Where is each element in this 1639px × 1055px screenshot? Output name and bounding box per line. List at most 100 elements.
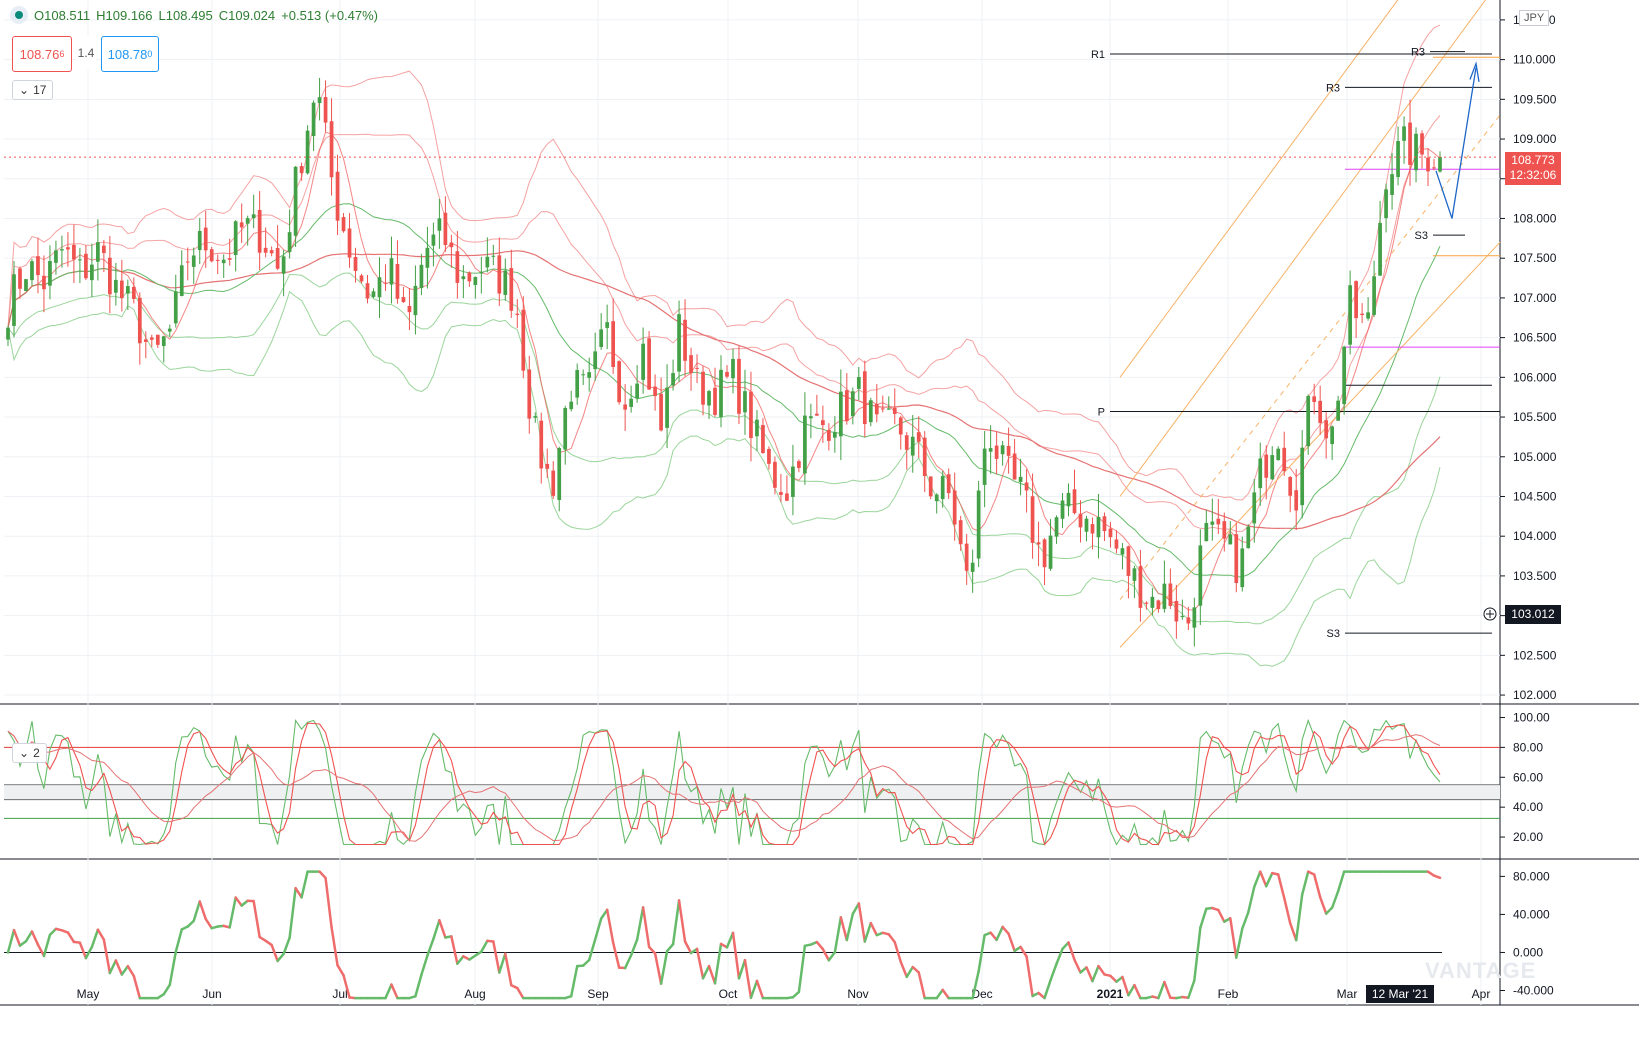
candle-body: [982, 448, 987, 485]
candle-body: [551, 470, 556, 496]
price-tick-label: 102.000: [1513, 688, 1557, 702]
candle-body: [1048, 535, 1053, 569]
pivot-level-label: S3: [1327, 628, 1340, 640]
momentum-segment: [1007, 932, 1016, 953]
stochastic-tick-label: 40.00: [1513, 800, 1543, 814]
candle-body: [737, 358, 741, 414]
candle-body: [1030, 496, 1035, 543]
stochastic-middle-band: [4, 784, 1500, 800]
momentum-segment: [941, 988, 950, 1000]
candle-body: [629, 398, 633, 407]
momentum-segment: [743, 958, 753, 1000]
candle-body: [809, 416, 813, 419]
momentum-segment: [611, 941, 621, 969]
candle-body: [185, 261, 190, 263]
candle-body: [389, 258, 394, 285]
time-tick-label: Oct: [719, 987, 738, 1001]
momentum-segment: [887, 933, 897, 944]
price-tick-label: 105.000: [1513, 450, 1557, 464]
candle-body: [623, 404, 627, 410]
candle-body: [665, 387, 669, 428]
candle-body: [815, 413, 819, 416]
momentum-segment: [24, 930, 34, 943]
candle-body: [455, 251, 460, 283]
candle-body: [856, 377, 861, 389]
candle-body: [1402, 126, 1406, 141]
candle-body: [1000, 445, 1005, 455]
candle-body: [461, 276, 466, 280]
candle-body: [335, 171, 340, 221]
high-value: H109.166: [96, 7, 153, 23]
candle-body: [755, 419, 759, 437]
candle-body: [1078, 513, 1083, 528]
time-tick-label: Aug: [464, 987, 485, 1001]
momentum-segment: [276, 952, 285, 963]
candle-body: [167, 328, 172, 332]
momentum-segment: [390, 983, 399, 1000]
price-tick-label: 106.500: [1513, 331, 1557, 345]
candle-body: [371, 291, 376, 297]
time-tick-label: May: [77, 987, 100, 1001]
indicators-collapse-button[interactable]: ⌄ 17: [12, 80, 54, 100]
candle-body: [1348, 285, 1352, 345]
candle-body: [108, 257, 112, 295]
time-tick-label: Feb: [1218, 987, 1239, 1001]
candle-body: [1012, 453, 1017, 480]
currency-label[interactable]: JPY: [1519, 10, 1550, 26]
momentum-segment: [336, 964, 345, 977]
pivot-level-label: P: [1098, 406, 1105, 418]
candle-body: [269, 250, 274, 254]
momentum-segment: [821, 947, 831, 962]
candle-body: [539, 420, 544, 469]
stochastic-tick-label: 60.00: [1513, 770, 1543, 784]
momentum-segment: [198, 900, 207, 921]
oscillator-pane-collapse-button[interactable]: ⌄ 2: [12, 743, 47, 763]
candle-body: [443, 212, 448, 246]
candle-body: [1180, 616, 1185, 618]
candle-body: [161, 336, 166, 347]
spread-value: 1.4: [76, 36, 96, 70]
candle-body: [1144, 602, 1149, 604]
momentum-segment: [641, 906, 651, 949]
candle-body: [317, 97, 322, 104]
watermark: VANTAGE: [1425, 958, 1537, 983]
momentum-segment: [731, 931, 741, 980]
momentum-segment: [683, 940, 693, 955]
price-tick-label: 104.000: [1513, 529, 1557, 543]
candle-body: [1408, 122, 1412, 165]
candle-body: [928, 476, 933, 497]
buy-button[interactable]: 108.78 0: [101, 36, 159, 72]
momentum-segment: [1133, 983, 1142, 1000]
candle-body: [36, 256, 40, 276]
momentum-segment: [755, 979, 765, 1000]
time-tick-label: 2021: [1097, 987, 1124, 1001]
chevron-down-icon: ⌄: [19, 83, 30, 97]
buy-price-small: 0: [147, 49, 153, 59]
momentum-segment: [791, 990, 801, 999]
candle-body: [1342, 346, 1346, 405]
regression-channel-outer: [1119, 0, 1399, 378]
last-price-tag: 108.773 12:32:06: [1505, 152, 1561, 185]
candle-body: [575, 370, 580, 398]
sell-button[interactable]: 108.76 6: [12, 36, 72, 72]
candle-body: [1072, 489, 1077, 514]
candle-body: [245, 218, 250, 224]
candle-body: [934, 494, 939, 502]
momentum-segment: [935, 988, 944, 1000]
candle-body: [545, 463, 550, 469]
candle-body: [1060, 500, 1065, 519]
candle-body: [1330, 426, 1335, 445]
momentum-segment: [126, 964, 136, 978]
momentum-segment: [432, 919, 441, 941]
momentum-segment: [1157, 980, 1166, 1000]
candle-body: [78, 259, 82, 261]
candle-body: [1018, 476, 1023, 482]
candle-body: [1084, 518, 1089, 532]
stochastic-tick-label: 100.00: [1513, 710, 1550, 724]
candle-body: [84, 253, 88, 279]
candle-body: [203, 227, 208, 251]
momentum-segment: [1336, 870, 1346, 893]
candle-body: [503, 270, 508, 295]
momentum-segment: [1109, 974, 1118, 983]
